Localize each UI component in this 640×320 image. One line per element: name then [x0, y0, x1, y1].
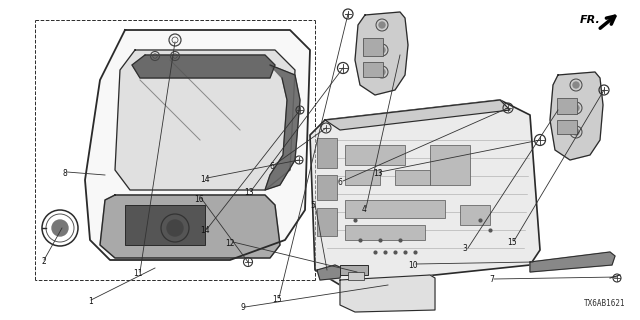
- Text: 11: 11: [133, 269, 143, 278]
- Polygon shape: [85, 30, 310, 260]
- Circle shape: [52, 220, 68, 236]
- Polygon shape: [317, 265, 342, 280]
- Bar: [363, 38, 383, 56]
- Circle shape: [167, 220, 183, 236]
- Polygon shape: [115, 50, 295, 190]
- Polygon shape: [355, 12, 408, 95]
- Bar: [557, 120, 577, 134]
- Text: 12: 12: [225, 238, 235, 247]
- Bar: [345, 225, 425, 240]
- Bar: [348, 272, 364, 280]
- Text: 2: 2: [42, 258, 46, 267]
- Text: 9: 9: [241, 303, 245, 313]
- Bar: [345, 170, 380, 185]
- Bar: [125, 205, 205, 245]
- Bar: [345, 200, 445, 218]
- Text: 15: 15: [507, 237, 517, 246]
- Polygon shape: [530, 252, 615, 272]
- Polygon shape: [340, 275, 435, 312]
- Bar: [395, 170, 430, 185]
- Text: 5: 5: [310, 201, 316, 210]
- Text: 16: 16: [194, 195, 204, 204]
- Circle shape: [379, 22, 385, 28]
- Text: TX6AB1621: TX6AB1621: [584, 299, 625, 308]
- Polygon shape: [265, 65, 300, 190]
- Text: 6: 6: [269, 162, 275, 171]
- Text: 13: 13: [244, 188, 254, 196]
- Bar: [363, 62, 383, 77]
- Bar: [430, 145, 470, 185]
- Circle shape: [379, 69, 385, 75]
- Text: 3: 3: [463, 244, 467, 252]
- Polygon shape: [100, 195, 280, 258]
- Text: 15: 15: [272, 295, 282, 305]
- Bar: [460, 205, 490, 225]
- Bar: [317, 208, 337, 236]
- Bar: [557, 98, 577, 114]
- Polygon shape: [550, 72, 603, 160]
- Text: 1: 1: [88, 298, 93, 307]
- Circle shape: [573, 129, 579, 135]
- Polygon shape: [310, 100, 540, 285]
- Text: 14: 14: [200, 226, 210, 235]
- Text: 10: 10: [408, 260, 418, 269]
- Polygon shape: [132, 55, 275, 78]
- Text: 7: 7: [490, 276, 495, 284]
- Text: FR.: FR.: [580, 15, 600, 25]
- Bar: [345, 145, 405, 165]
- Text: 6: 6: [337, 178, 342, 187]
- Text: 14: 14: [200, 174, 210, 183]
- Circle shape: [573, 82, 579, 88]
- Bar: [340, 265, 368, 275]
- Text: 4: 4: [362, 204, 367, 213]
- Bar: [317, 175, 337, 200]
- Bar: [317, 138, 337, 168]
- Circle shape: [573, 105, 579, 111]
- Text: 13: 13: [373, 169, 383, 178]
- Circle shape: [379, 47, 385, 53]
- Text: 8: 8: [63, 169, 67, 178]
- Polygon shape: [325, 100, 510, 130]
